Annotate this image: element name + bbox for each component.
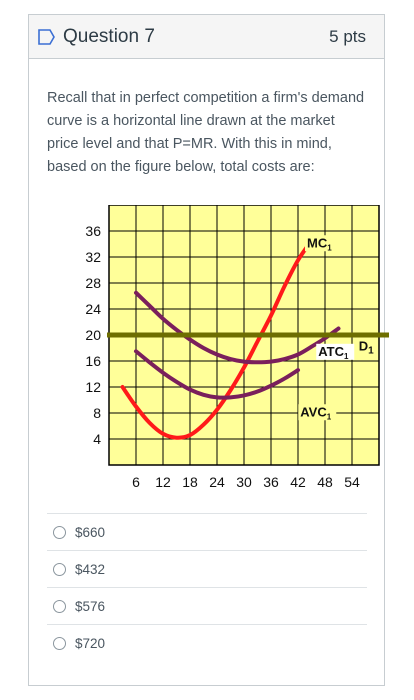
x-tick-label: 48 [317,474,333,490]
svg-text:AVC1: AVC1 [300,404,331,421]
answer-label: $720 [75,635,106,651]
x-tick-label: 42 [290,474,306,490]
answer-option-2[interactable]: $432 [47,550,367,587]
curve-label-mc: MC1 [305,235,333,252]
x-tick-label: 36 [263,474,279,490]
y-tick-label: 16 [85,353,101,369]
answer-list: $660 $432 $576 $720 [47,513,367,661]
svg-text:MC1: MC1 [307,235,332,252]
curve-label-d: D1 [359,339,374,357]
mc-curve [120,238,314,440]
cost-curve-chart: 36 32 28 24 20 16 12 8 4 6 12 18 24 30 36 42 48 54 MC1 ATC1… [49,205,389,495]
y-tick-label: 24 [85,301,101,317]
question-header: Question 7 5 pts [29,15,384,59]
curve-label-avc: AVC1 [298,404,337,421]
question-text: Recall that in perfect competition a fir… [47,90,365,175]
atc-curve [134,290,341,365]
y-tick-label: 12 [85,379,101,395]
radio-button[interactable] [53,525,66,539]
x-tick-label: 30 [236,474,252,490]
svg-text:D1: D1 [359,339,374,357]
flag-icon[interactable] [37,28,57,46]
answer-option-4[interactable]: $720 [47,624,367,661]
y-tick-label: 4 [93,431,101,447]
question-title: Question 7 [63,25,155,47]
question-card: Question 7 5 pts Recall that in perfect … [28,14,389,686]
x-tick-label: 24 [209,474,225,490]
y-tick-label: 8 [93,405,101,421]
answer-label: $432 [75,561,106,577]
svg-text:ATC1: ATC1 [318,344,349,361]
answer-label: $660 [75,524,106,540]
chart-svg: 36 32 28 24 20 16 12 8 4 6 12 18 24 30 36 42 48 54 MC1 ATC1… [85,205,389,490]
radio-button[interactable] [53,599,66,613]
radio-button[interactable] [53,562,66,576]
question-points: 5 pts [329,26,366,46]
curve-label-atc: ATC1 [316,343,355,361]
y-tick-label: 36 [85,223,101,239]
question-body: Recall that in perfect competition a fir… [29,59,384,179]
x-tick-label: 6 [132,474,140,490]
answer-option-1[interactable]: $660 [47,513,367,550]
avc-curve [134,349,300,400]
y-tick-label: 32 [85,249,101,265]
radio-button[interactable] [53,636,66,650]
x-tick-label: 54 [344,474,360,490]
x-tick-label: 12 [155,474,171,490]
answer-option-3[interactable]: $576 [47,587,367,624]
answer-label: $576 [75,598,106,614]
x-tick-label: 18 [182,474,198,490]
y-tick-label: 20 [85,327,101,343]
y-tick-label: 28 [85,275,101,291]
